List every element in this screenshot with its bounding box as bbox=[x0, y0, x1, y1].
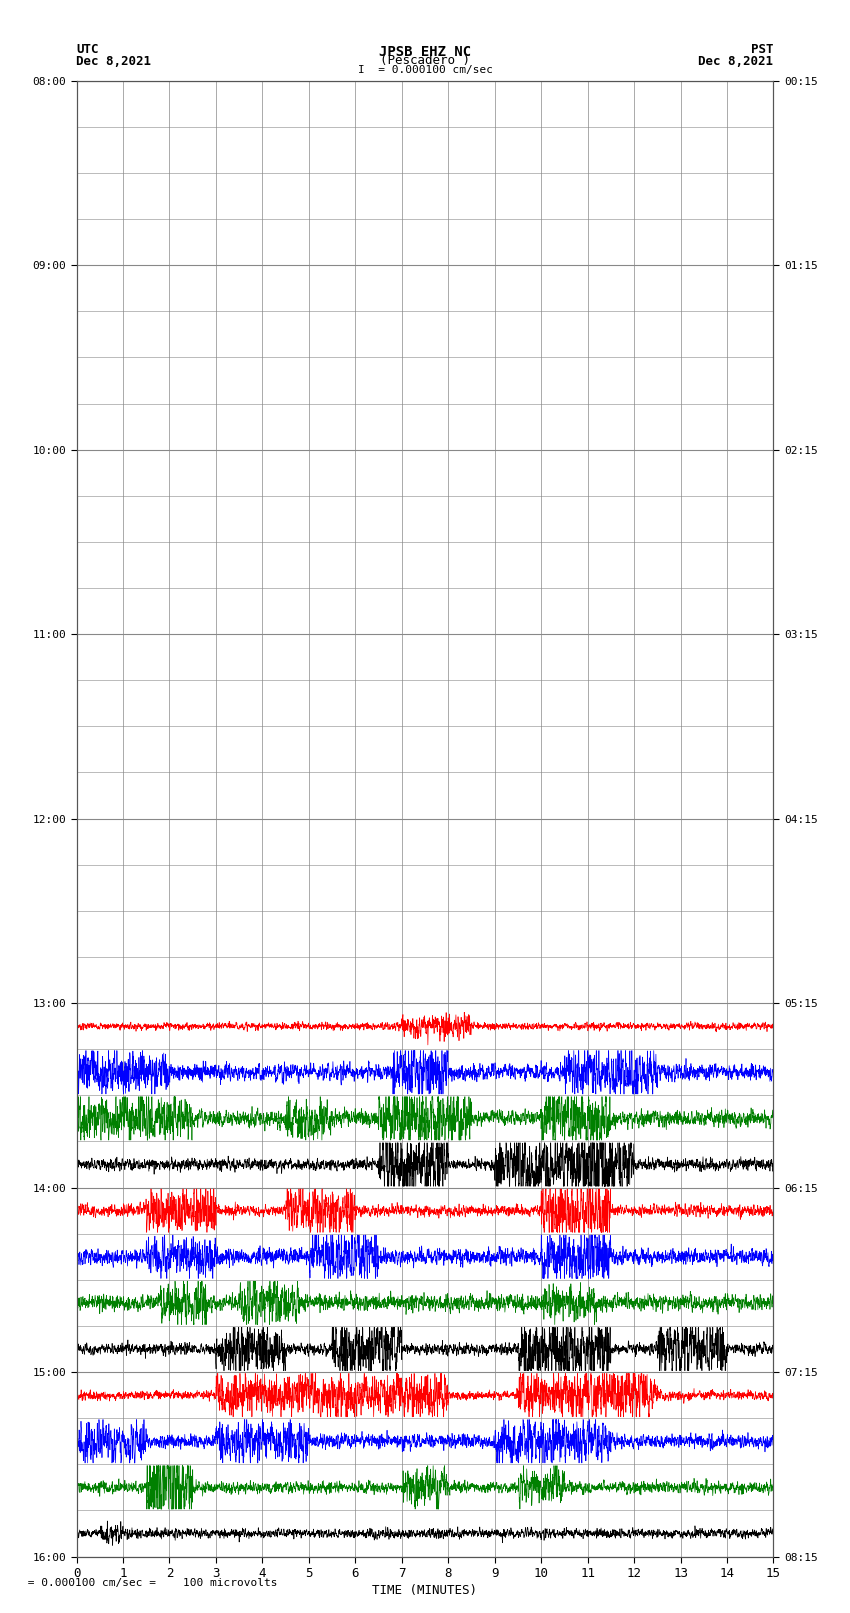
Text: (Pescadero ): (Pescadero ) bbox=[380, 53, 470, 66]
Text: PST: PST bbox=[751, 44, 774, 56]
Text: JPSB EHZ NC: JPSB EHZ NC bbox=[379, 45, 471, 58]
Text: I  = 0.000100 cm/sec: I = 0.000100 cm/sec bbox=[358, 65, 492, 76]
X-axis label: TIME (MINUTES): TIME (MINUTES) bbox=[372, 1584, 478, 1597]
Text: Dec 8,2021: Dec 8,2021 bbox=[76, 55, 151, 68]
Text: Dec 8,2021: Dec 8,2021 bbox=[699, 55, 774, 68]
Text: UTC: UTC bbox=[76, 44, 99, 56]
Text: = 0.000100 cm/sec =    100 microvolts: = 0.000100 cm/sec = 100 microvolts bbox=[21, 1578, 278, 1587]
